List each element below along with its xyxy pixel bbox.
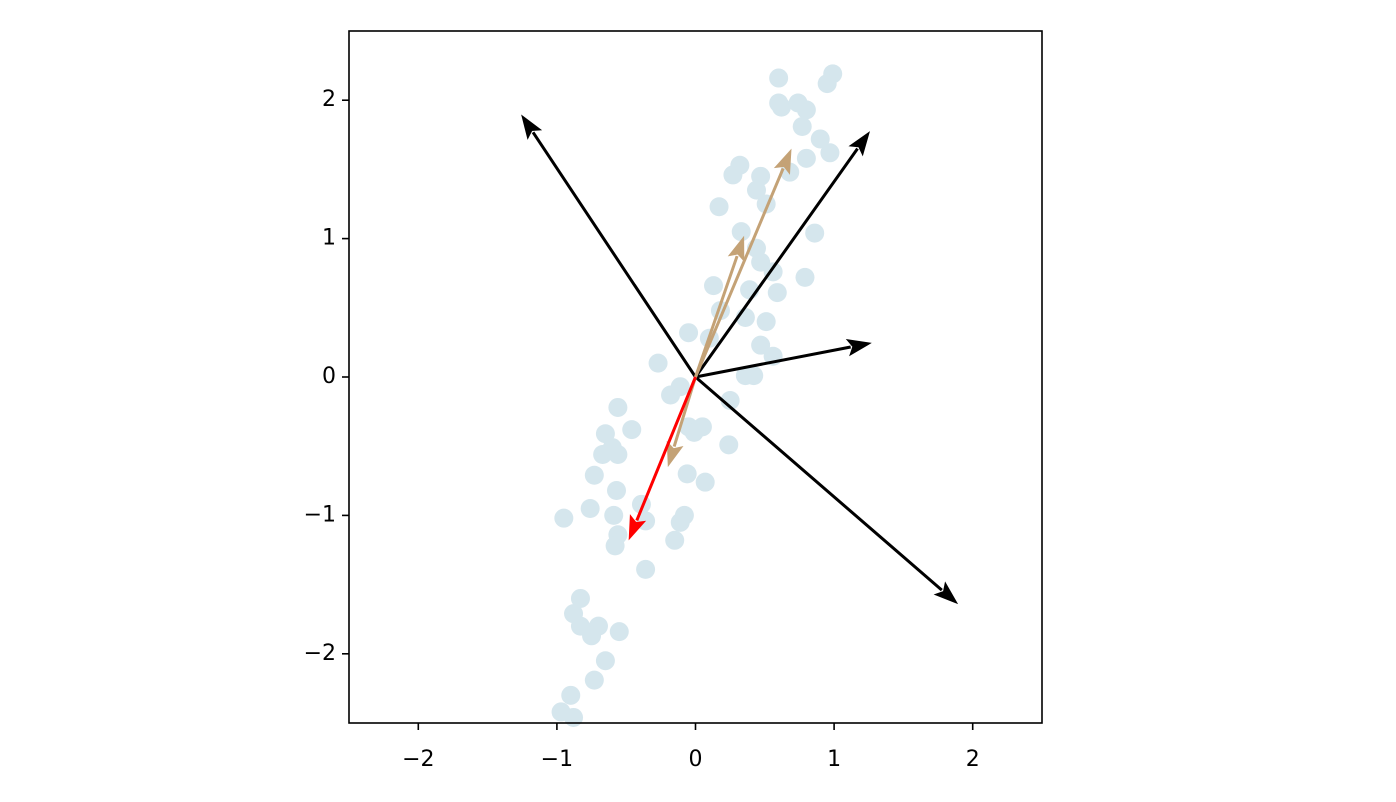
point	[609, 622, 629, 642]
point	[554, 508, 574, 528]
point	[564, 707, 584, 727]
point	[677, 464, 697, 484]
point	[605, 536, 625, 556]
point	[796, 148, 816, 168]
point	[622, 420, 642, 440]
point	[746, 180, 766, 200]
point	[820, 143, 840, 163]
point	[648, 353, 668, 373]
point	[769, 68, 789, 88]
y-tick-label: −2	[304, 641, 336, 666]
point	[795, 267, 815, 287]
point	[805, 223, 825, 243]
point	[751, 335, 771, 355]
arrow	[694, 375, 959, 605]
arrow	[521, 114, 697, 378]
point	[792, 116, 812, 136]
point	[595, 651, 615, 671]
x-tick-label: 0	[689, 747, 703, 772]
point	[720, 391, 740, 411]
arrow	[628, 376, 697, 541]
point	[670, 512, 690, 532]
point	[580, 498, 600, 518]
point	[731, 222, 751, 242]
arrow	[694, 235, 745, 378]
point	[767, 283, 787, 303]
point	[608, 445, 628, 465]
point	[756, 312, 776, 332]
point	[817, 74, 837, 94]
y-tick-label: 0	[322, 364, 336, 389]
point	[665, 530, 685, 550]
point	[608, 397, 628, 417]
point	[796, 100, 816, 120]
point	[661, 385, 681, 405]
point	[636, 559, 656, 579]
point	[695, 472, 715, 492]
point	[684, 422, 704, 442]
point	[709, 197, 729, 217]
arrow	[694, 131, 870, 378]
arrow	[695, 339, 872, 379]
point	[719, 435, 739, 455]
point	[570, 588, 590, 608]
y-tick-label: −1	[304, 502, 336, 527]
x-tick-label: −2	[402, 747, 434, 772]
point	[771, 97, 791, 117]
point	[679, 323, 699, 343]
point	[704, 276, 724, 296]
y-tick-label: 1	[322, 226, 336, 251]
point	[810, 129, 830, 149]
y-tick-label: 2	[322, 87, 336, 112]
point	[584, 670, 604, 690]
point	[582, 626, 602, 646]
point	[723, 165, 743, 185]
point	[604, 505, 624, 525]
point	[584, 465, 604, 485]
x-tick-label: 1	[827, 747, 841, 772]
x-tick-label: 2	[966, 747, 980, 772]
x-tick-label: −1	[541, 747, 573, 772]
point	[593, 445, 613, 465]
arrow	[694, 148, 792, 378]
point	[606, 480, 626, 500]
point	[735, 366, 755, 386]
point	[561, 685, 581, 705]
